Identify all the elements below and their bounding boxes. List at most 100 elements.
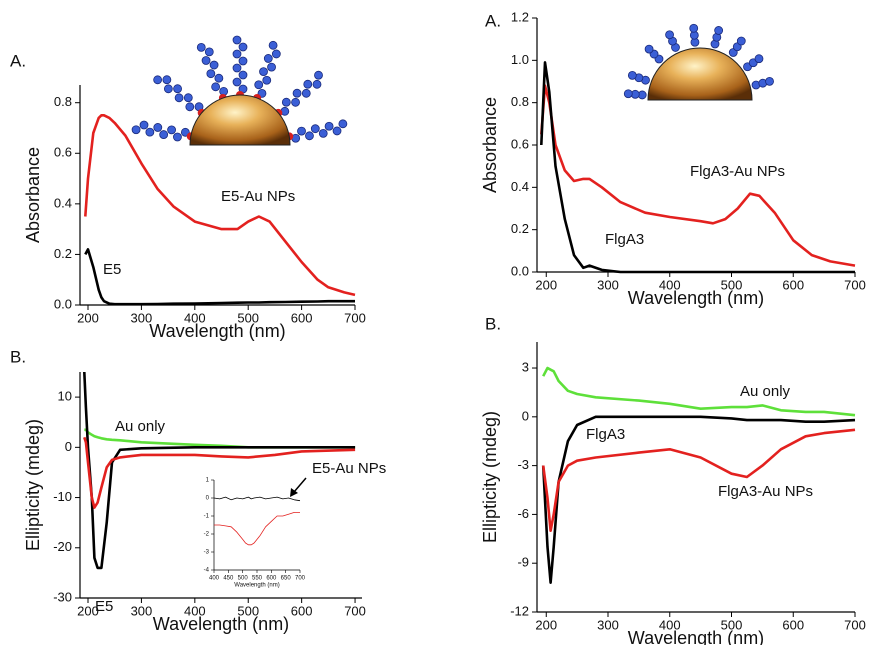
x-tick-label: 450 [223,576,234,582]
ligand-bead [754,54,764,64]
series-label: FlgA3-Au NPs [690,163,785,180]
y-tick-label: -2 [204,532,210,538]
y-tick-label: -10 [53,489,72,504]
ligand-bead [232,49,242,59]
series-label: FlgA3 [605,231,644,248]
ligand-bead [310,124,320,134]
series-line [83,436,356,509]
y-tick-label: 0.8 [511,94,529,109]
y-tick-label: -4 [204,568,210,574]
ligand-bead [153,75,163,85]
ligand-bead [238,70,248,80]
y-tick-label: 1.2 [511,9,529,24]
y-tick-label: 0.6 [511,136,529,151]
panel-label: B. [485,314,501,333]
y-tick-label: 10 [58,389,72,404]
y-tick-label: 1.0 [511,52,529,67]
ligand-bead [173,84,182,94]
y-tick-label: 0.4 [54,195,72,210]
ligand-bead [665,30,674,40]
ligand-bead [324,121,334,131]
x-tick-label: 400 [184,603,206,618]
ligand-bead [259,67,268,77]
x-tick-label: 300 [597,277,619,292]
x-tick-label: 600 [782,617,804,632]
y-tick-label: -3 [517,457,529,472]
y-tick-label: 1 [206,478,210,484]
ligand-bead [318,128,328,138]
x-tick-label: 700 [344,603,366,618]
y-axis-label: Absorbance [23,147,43,243]
x-tick-label: 500 [238,576,249,582]
series-label: E5-Au NPs [221,188,295,205]
ligand-bead [204,47,214,57]
ligand-bead [644,44,654,54]
ligand-bead [268,40,278,50]
y-axis-label: Absorbance [480,97,500,193]
inset-frame [202,474,306,590]
ligand-bead [232,63,242,73]
ligand-bead [714,26,724,35]
inset-arrow-head [290,488,298,497]
y-tick-label: -30 [53,589,72,604]
ligand-bead [314,70,323,80]
y-tick-label: 0.4 [511,179,529,194]
panel-label: B. [10,347,26,366]
gold-particle [647,47,753,101]
x-tick-label: 200 [535,617,557,632]
ligand-bead [196,42,206,52]
x-axis-label: Wavelength (nm) [628,288,764,308]
series-label: Au only [740,383,791,400]
series-line [540,84,856,267]
y-tick-label: 0.2 [511,221,529,236]
ligand-bead [211,82,221,92]
y-tick-label: 0.2 [54,246,72,261]
x-tick-label: 300 [131,310,153,325]
ligand-bead [267,62,276,72]
ligand-bead [206,69,216,79]
x-tick-label: 400 [184,310,206,325]
x-tick-label: 500 [721,617,743,632]
x-tick-label: 700 [844,617,866,632]
ligand-bead [153,123,163,132]
ligand-bead [297,126,306,136]
ligand-bead [183,93,193,103]
ligand-bead [201,56,211,65]
ligand-bead [305,131,314,141]
y-tick-label: 0 [206,496,210,502]
series-line [541,428,856,532]
ligand-bead [689,23,699,33]
ligand-bead [736,36,746,46]
ligand-bead [173,132,182,142]
nanoparticle-illustration [623,23,774,101]
ligand-bead [627,70,637,80]
x-axis-label: Wavelength (nm) [234,583,279,589]
ligand-bead [281,97,291,107]
series-label: E5 [95,598,113,615]
y-tick-label: 0.0 [54,296,72,311]
ligand-bead [291,97,300,107]
ligand-bead [145,127,155,137]
series-line [540,61,855,274]
gold-particle [189,94,291,146]
series-line [84,248,355,306]
y-tick-label: 0.6 [54,145,72,160]
series-line [84,114,356,297]
x-tick-label: 200 [77,310,99,325]
ligand-bead [292,88,302,98]
y-tick-label: -20 [53,539,72,554]
y-tick-label: 0 [65,439,72,454]
y-tick-label: 0.0 [511,263,529,278]
y-axis-label: Ellipticity (mdeg) [23,419,43,551]
ligand-bead [303,79,313,89]
y-tick-label: -3 [204,550,210,556]
ligand-bead [332,126,342,136]
x-tick-label: 600 [291,603,313,618]
x-tick-label: 650 [281,576,292,582]
y-axis-label: Ellipticity (mdeg) [480,411,500,543]
x-tick-label: 500 [237,603,259,618]
ligand-bead [263,54,273,63]
series-line [541,415,856,584]
ligand-bead [623,89,633,99]
y-tick-label: 0.8 [54,94,72,109]
